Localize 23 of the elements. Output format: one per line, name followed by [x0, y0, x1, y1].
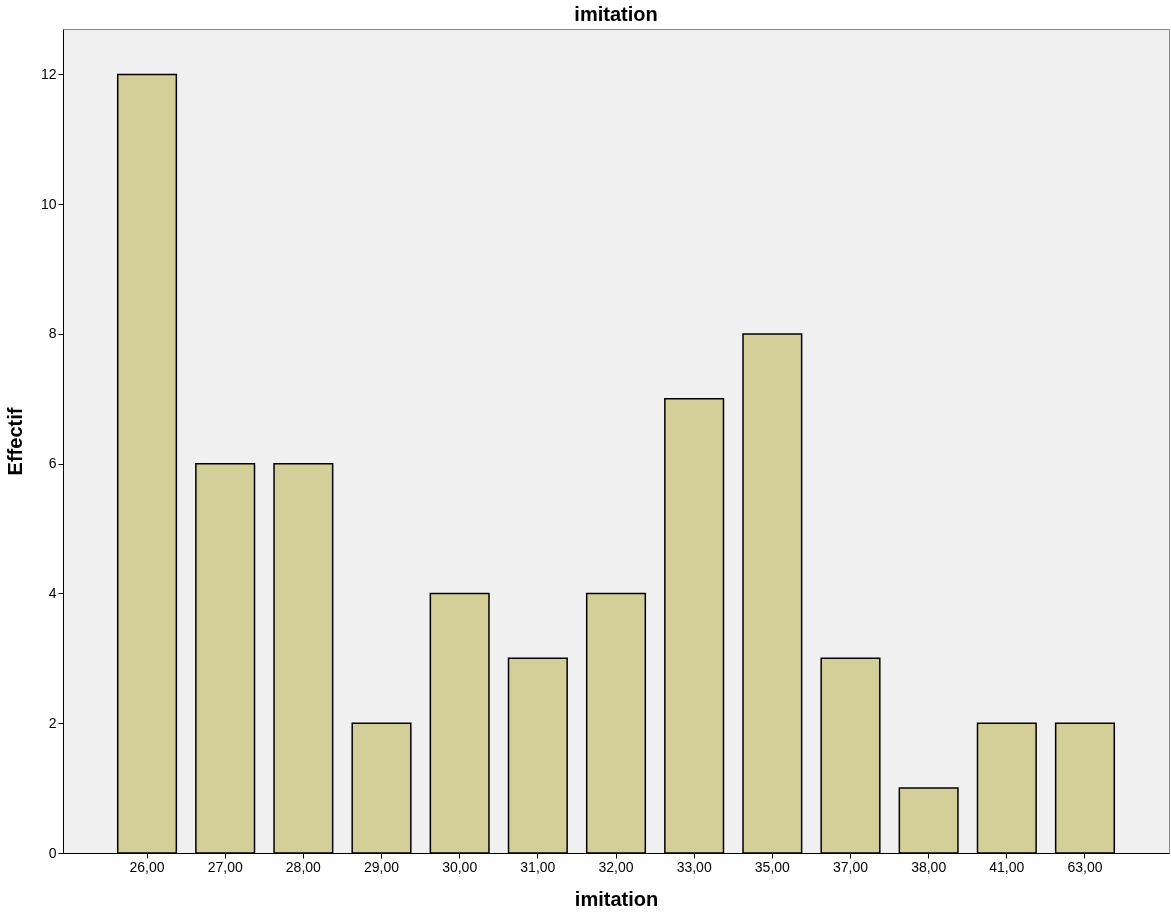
y-axis-title: Effectif: [3, 407, 26, 476]
x-tick-label: 29,00: [363, 858, 400, 875]
y-tick-label: 2: [48, 714, 57, 731]
x-tick-label: 26,00: [129, 858, 165, 875]
y-tick-label: 12: [40, 65, 57, 82]
y-tick-label: 4: [48, 584, 57, 601]
y-tick-label: 0: [48, 844, 57, 861]
x-tick-label: 38,00: [911, 858, 947, 875]
x-tick-label: 33,00: [676, 858, 712, 875]
y-tick-label: 8: [48, 325, 57, 342]
y-tick-label: 6: [48, 455, 57, 472]
chart-title: imitation: [574, 3, 658, 25]
x-tick-label: 35,00: [754, 858, 791, 875]
x-tick-label: 28,00: [285, 858, 322, 875]
x-tick-label: 31,00: [520, 858, 556, 875]
x-tick-label: 27,00: [207, 858, 243, 875]
x-tick-label: 32,00: [598, 858, 634, 875]
x-tick-label: 63,00: [1067, 858, 1103, 875]
x-tick-label: 41,00: [989, 858, 1025, 875]
x-tick-label: 37,00: [832, 858, 869, 875]
x-axis-title: imitation: [574, 887, 659, 910]
x-tick-label: 30,00: [442, 858, 478, 875]
y-tick-label: 10: [40, 195, 57, 212]
